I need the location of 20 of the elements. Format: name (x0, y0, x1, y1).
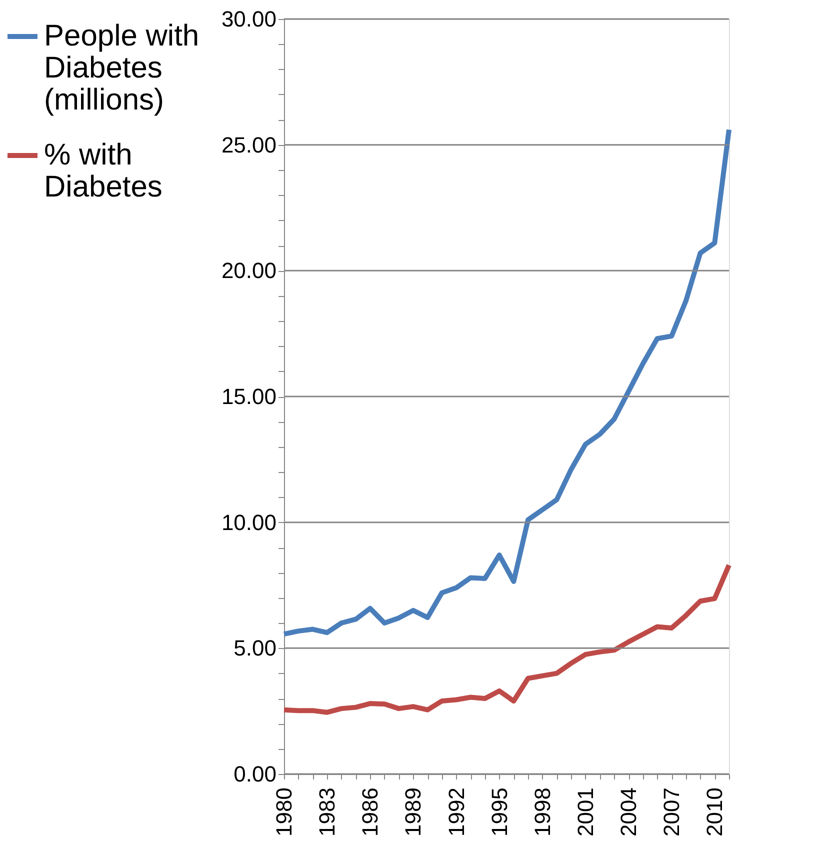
y-tick-label: 30.00 (221, 6, 276, 32)
x-tick-label: 1989 (400, 788, 426, 836)
x-tick-label: 1992 (444, 788, 469, 836)
y-tick-label: 20.00 (221, 258, 276, 284)
y-tick-label: 0.00 (234, 762, 276, 786)
y-tick-label: 5.00 (234, 636, 276, 661)
legend-label: People with Diabetes (millions) (44, 20, 200, 116)
x-tick-label: 1998 (530, 788, 555, 836)
x-tick-label: 2004 (616, 788, 642, 836)
x-tick-label: 1983 (314, 788, 340, 836)
y-tick-label: 15.00 (221, 384, 276, 409)
x-tick-label: 2001 (572, 788, 598, 836)
y-tick-label: 10.00 (221, 510, 276, 535)
x-tick-label: 2007 (659, 788, 684, 836)
x-tick-label: 2010 (702, 788, 728, 836)
y-tick-label: 25.00 (221, 132, 276, 158)
x-tick-label: 1995 (486, 788, 512, 836)
legend-label: % with Diabetes (44, 138, 162, 204)
x-tick-label: 1980 (272, 788, 296, 836)
x-tick-label: 1986 (358, 788, 383, 836)
